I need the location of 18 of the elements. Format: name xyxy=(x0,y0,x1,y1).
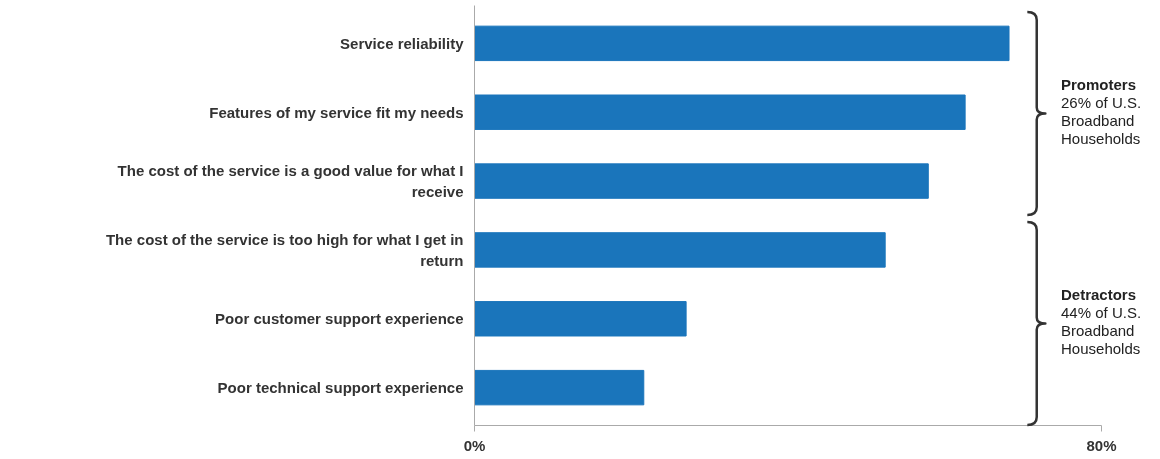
bar xyxy=(474,369,645,406)
annotation: 44% of U.S. Broadband Households xyxy=(1061,304,1142,358)
annotation: 26% of U.S. Broadband Households xyxy=(1061,94,1142,148)
bar xyxy=(474,301,687,337)
bar xyxy=(474,25,1010,62)
y-tick-label: The cost of the service is too high for what I get in return xyxy=(105,231,464,269)
y-tick-label: Features of my service fit my needs xyxy=(209,103,464,121)
x-tick-label: 0% xyxy=(463,436,486,454)
annotation: Promoters xyxy=(1061,76,1137,94)
y-tick-label: Poor technical support experience xyxy=(217,379,464,397)
bar xyxy=(474,94,966,130)
y-tick-label: Poor customer support experience xyxy=(215,310,464,328)
x-tick-label: 80% xyxy=(1086,436,1117,454)
bar xyxy=(474,163,929,199)
bar xyxy=(474,232,886,268)
y-tick-label: The cost of the service is a good value for what I receive xyxy=(117,162,464,200)
y-tick-label: Service reliability xyxy=(340,34,465,52)
annotation: Detractors xyxy=(1061,286,1137,304)
